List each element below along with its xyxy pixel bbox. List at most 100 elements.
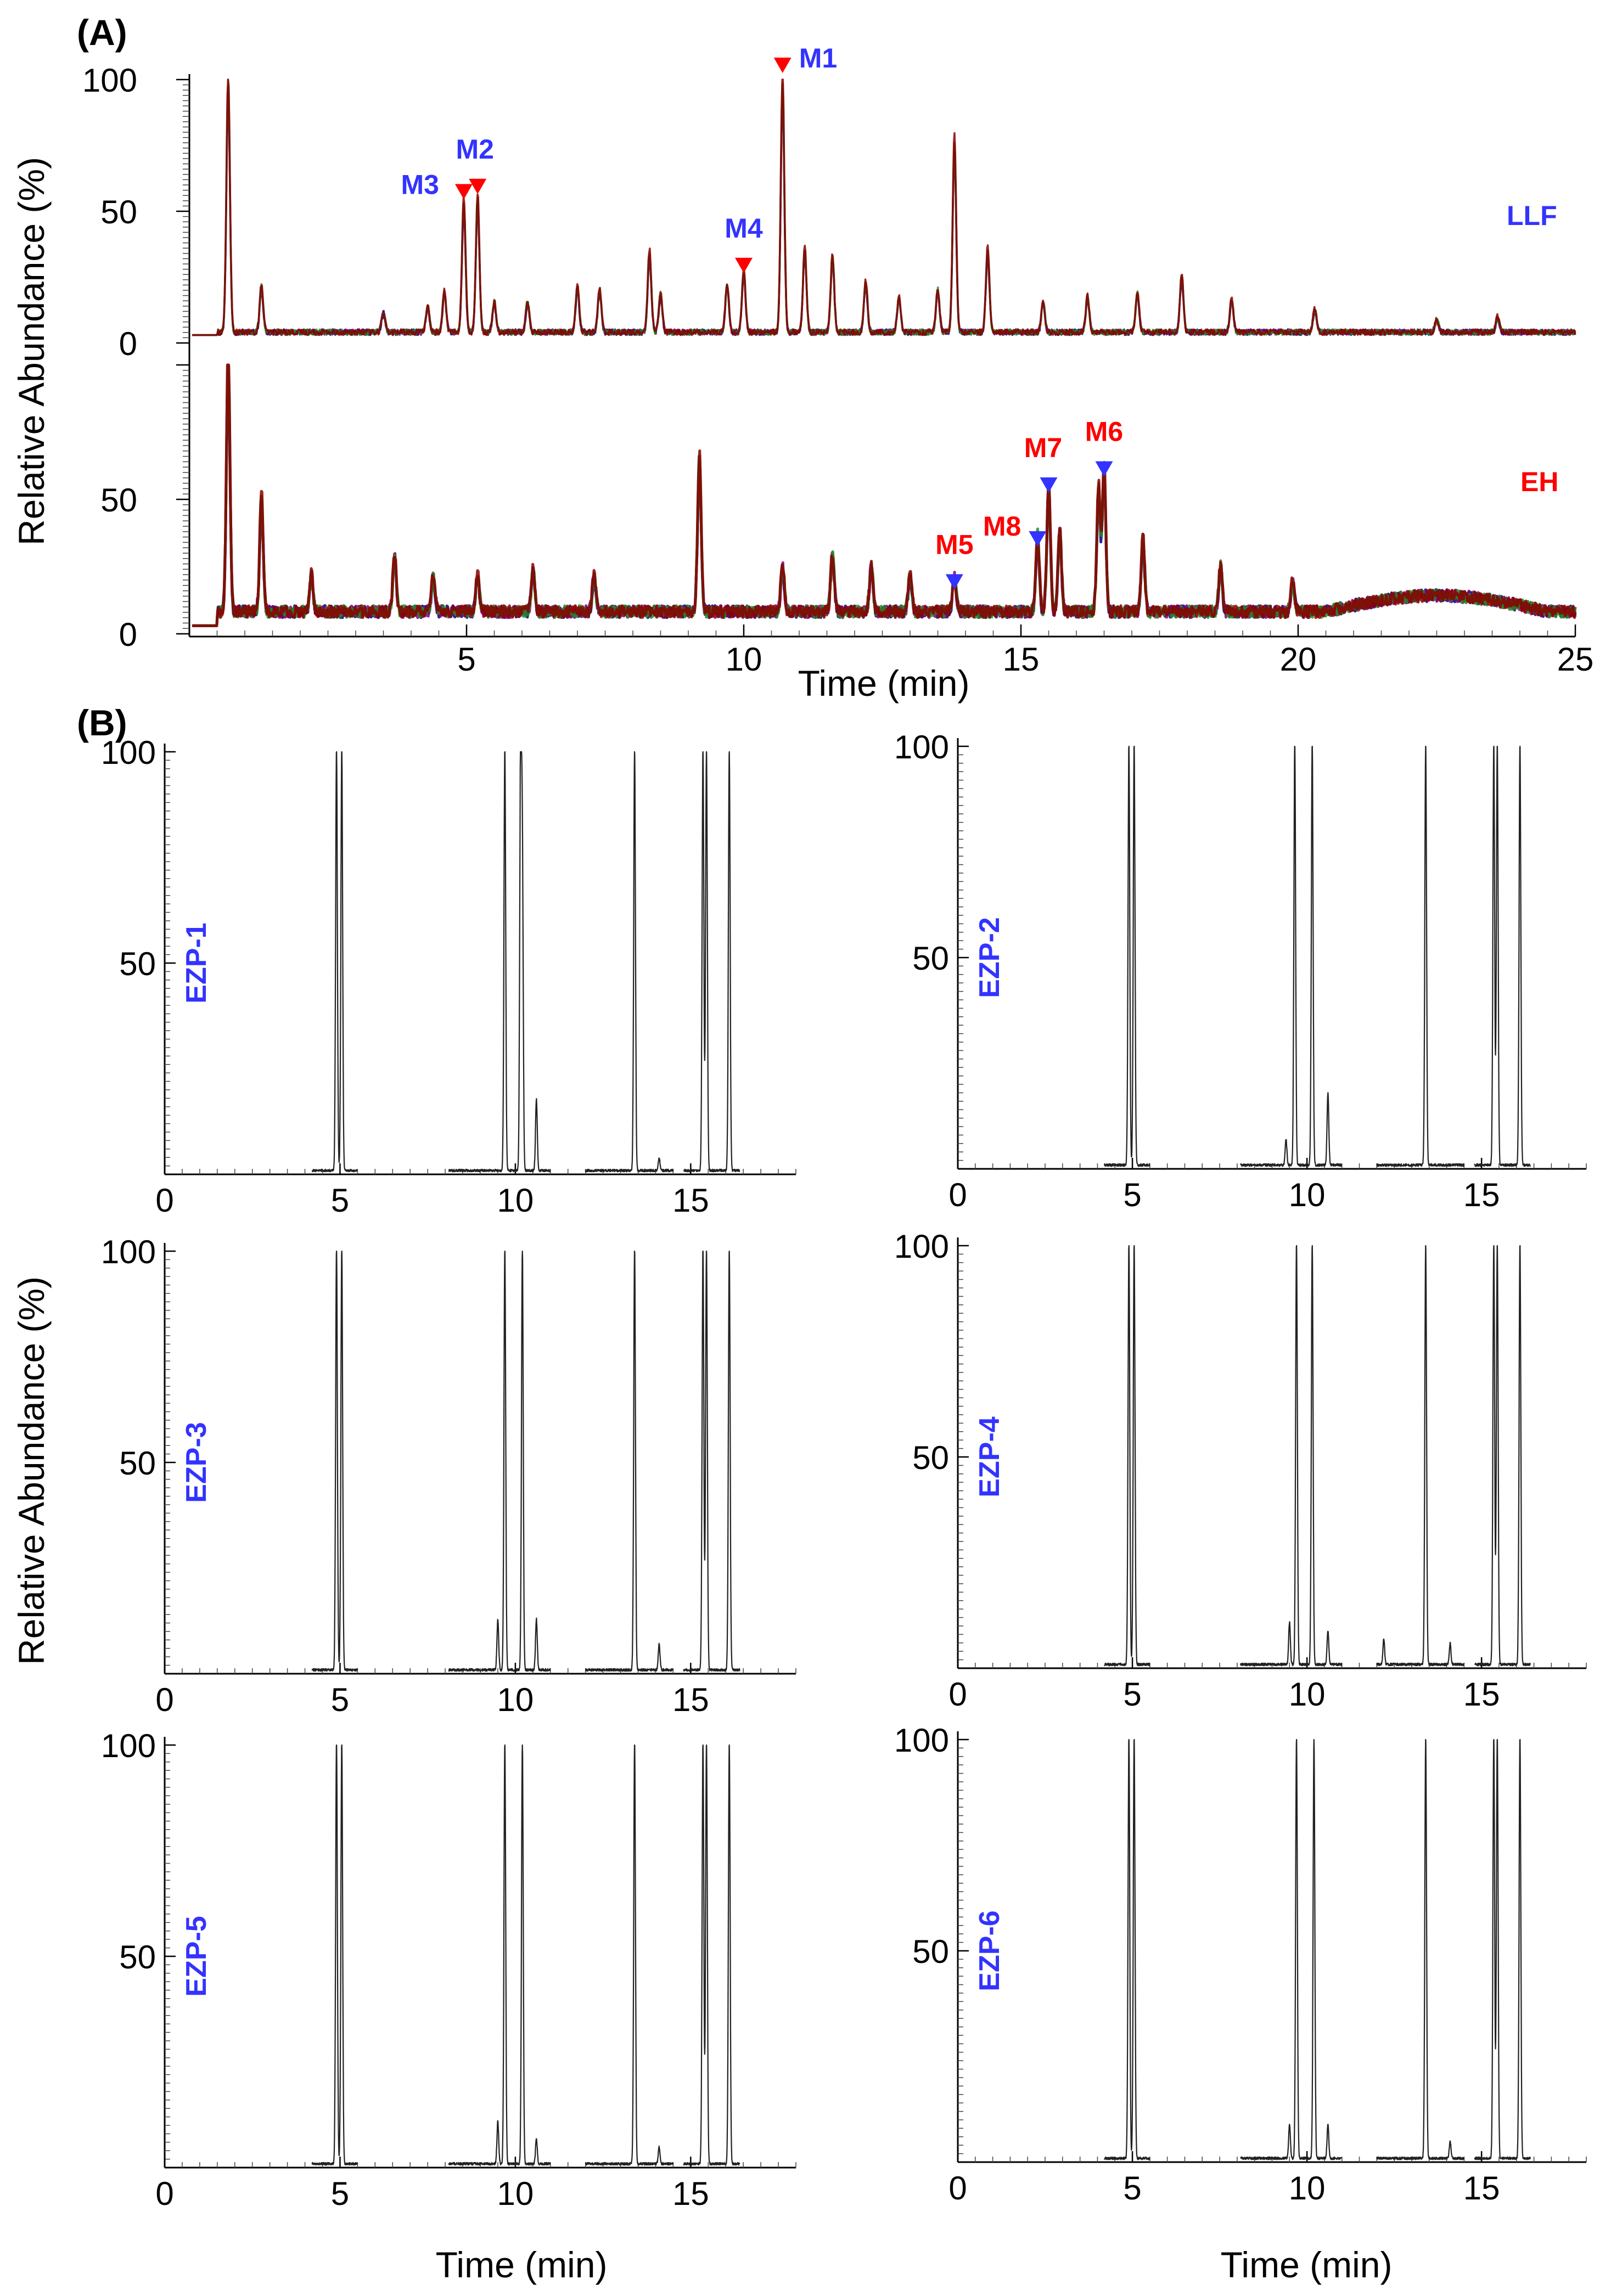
marker-m1-label: M1 [799,43,837,74]
x-tick-label: 15 [672,2175,709,2212]
y-tick-label: 50 [119,1445,156,1482]
marker-m6-label: M6 [1085,417,1123,447]
trace-segment [1104,745,1150,1167]
trace-segment [448,751,551,1173]
x-tick-label: 0 [948,2170,967,2207]
x-tick-label: 15 [1463,2170,1500,2207]
x-tick-label: 5 [331,2175,349,2212]
y-tick-label: 0 [119,325,137,362]
x-tick-label: 5 [1123,1177,1141,1213]
trace-segment [311,751,358,1173]
x-tick-label: 20 [1280,641,1317,678]
panel-b-ylabel: Relative Abundance (%) [11,1276,52,1665]
trace-segment [448,1250,551,1672]
trace-segment [585,751,674,1173]
trace-segment [1104,1738,1150,2160]
trace-segment [1240,1245,1343,1667]
subplot-ezp-3: 50 100 0 5 10 15 EZP-3 [101,1234,796,1718]
trace-segment [683,1250,740,1672]
x-tick-label: 10 [497,1681,534,1718]
y-tick-label: 50 [100,482,137,519]
y-tick-label: 50 [912,1439,949,1476]
marker-m8-label: M8 [983,511,1021,542]
x-tick-label: 0 [155,1681,173,1718]
marker-m6-triangle [1095,461,1113,477]
panel-a-ylabel: Relative Abundance (%) [11,157,52,545]
trace-llf-series-1 [192,94,1576,336]
x-tick-label: 15 [1003,641,1040,678]
x-tick-label: 0 [155,2175,173,2212]
trace-segment [1474,1245,1531,1667]
y-tick-label: 100 [101,1727,156,1764]
subplot-label-llf: LLF [1507,200,1557,231]
trace-segment [585,1744,674,2166]
trace-segment [311,1250,358,1672]
subplot-ezp-4: 50 100 0 5 10 15 EZP-4 [894,1228,1587,1713]
y-tick-label: 100 [82,62,137,99]
panel-b-xlabel-left: Time (min) [436,2244,608,2285]
y-tick-label: 50 [912,1933,949,1970]
x-tick-label: 15 [1463,1177,1500,1213]
trace-segment [1474,1738,1531,2160]
sample-label: EZP-6 [974,1910,1006,1991]
trace-eh-series-3 [191,363,1577,627]
y-tick-label: 100 [894,1228,949,1265]
trace-llf-series-3 [192,78,1576,336]
marker-m1-triangle [773,58,792,73]
marker-m2-triangle [469,178,487,194]
y-tick-label: 0 [119,616,137,653]
x-tick-label: 10 [1289,1177,1326,1213]
sample-label: EZP-3 [181,1422,212,1502]
sample-label: EZP-2 [974,917,1006,998]
x-tick-label: 10 [726,641,762,678]
y-tick-label: 50 [100,194,137,230]
x-tick-label: 10 [497,1182,534,1219]
trace-segment [1376,1245,1465,1667]
x-tick-label: 5 [1123,2170,1141,2207]
panel-a-plot: 5 10 15 20 25 0 50 100 LLF M1 M2 M3 M4 0 50 EH M5 M6 M7 M8 [82,43,1593,678]
x-tick-label: 5 [331,1681,349,1718]
trace-segment [1240,1738,1343,2160]
trace-eh-series-4 [191,363,1577,627]
y-tick-label: 100 [101,734,156,771]
marker-m8-triangle [1029,531,1047,547]
trace-segment [1240,745,1343,1167]
x-tick-label: 15 [672,1182,709,1219]
x-tick-label: 5 [1123,1676,1141,1713]
trace-segment [1474,745,1531,1167]
x-tick-label: 5 [331,1182,349,1219]
marker-m4-label: M4 [725,213,763,244]
trace-segment [311,1744,358,2166]
trace-segment [683,751,740,1173]
sample-label: EZP-1 [181,922,212,1003]
y-tick-label: 50 [119,946,156,982]
marker-m5-label: M5 [935,529,973,560]
subplot-ezp-6: 50 100 0 5 10 15 EZP-6 [894,1722,1587,2207]
x-tick-label: 10 [1289,2170,1326,2207]
trace-eh-series-1 [191,371,1577,627]
y-tick-label: 50 [912,940,949,977]
x-tick-label: 0 [155,1182,173,1219]
trace-segment [1376,1738,1465,2160]
panel-a-xlabel: Time (min) [798,663,970,704]
panel-b-xlabel-right: Time (min) [1221,2244,1393,2285]
trace-segment [1104,1245,1150,1667]
x-tick-label: 0 [948,1676,967,1713]
x-tick-label: 25 [1557,641,1594,678]
x-tick-label: 10 [497,2175,534,2212]
y-tick-label: 50 [119,1939,156,1976]
trace-llf-series-2 [192,86,1576,336]
marker-m7-triangle [1040,477,1058,493]
subplot-ezp-5: 50 100 0 5 10 15 EZP-5 [101,1727,796,2212]
x-tick-label: 10 [1289,1676,1326,1713]
trace-segment [585,1250,673,1672]
marker-m3-label: M3 [401,169,439,200]
marker-m3-triangle [454,184,473,200]
panel-b-letter: (B) [77,702,127,743]
y-tick-label: 100 [101,1234,156,1270]
x-tick-label: 15 [1463,1676,1500,1713]
y-tick-label: 100 [894,1722,949,1759]
marker-m5-triangle [945,574,963,590]
